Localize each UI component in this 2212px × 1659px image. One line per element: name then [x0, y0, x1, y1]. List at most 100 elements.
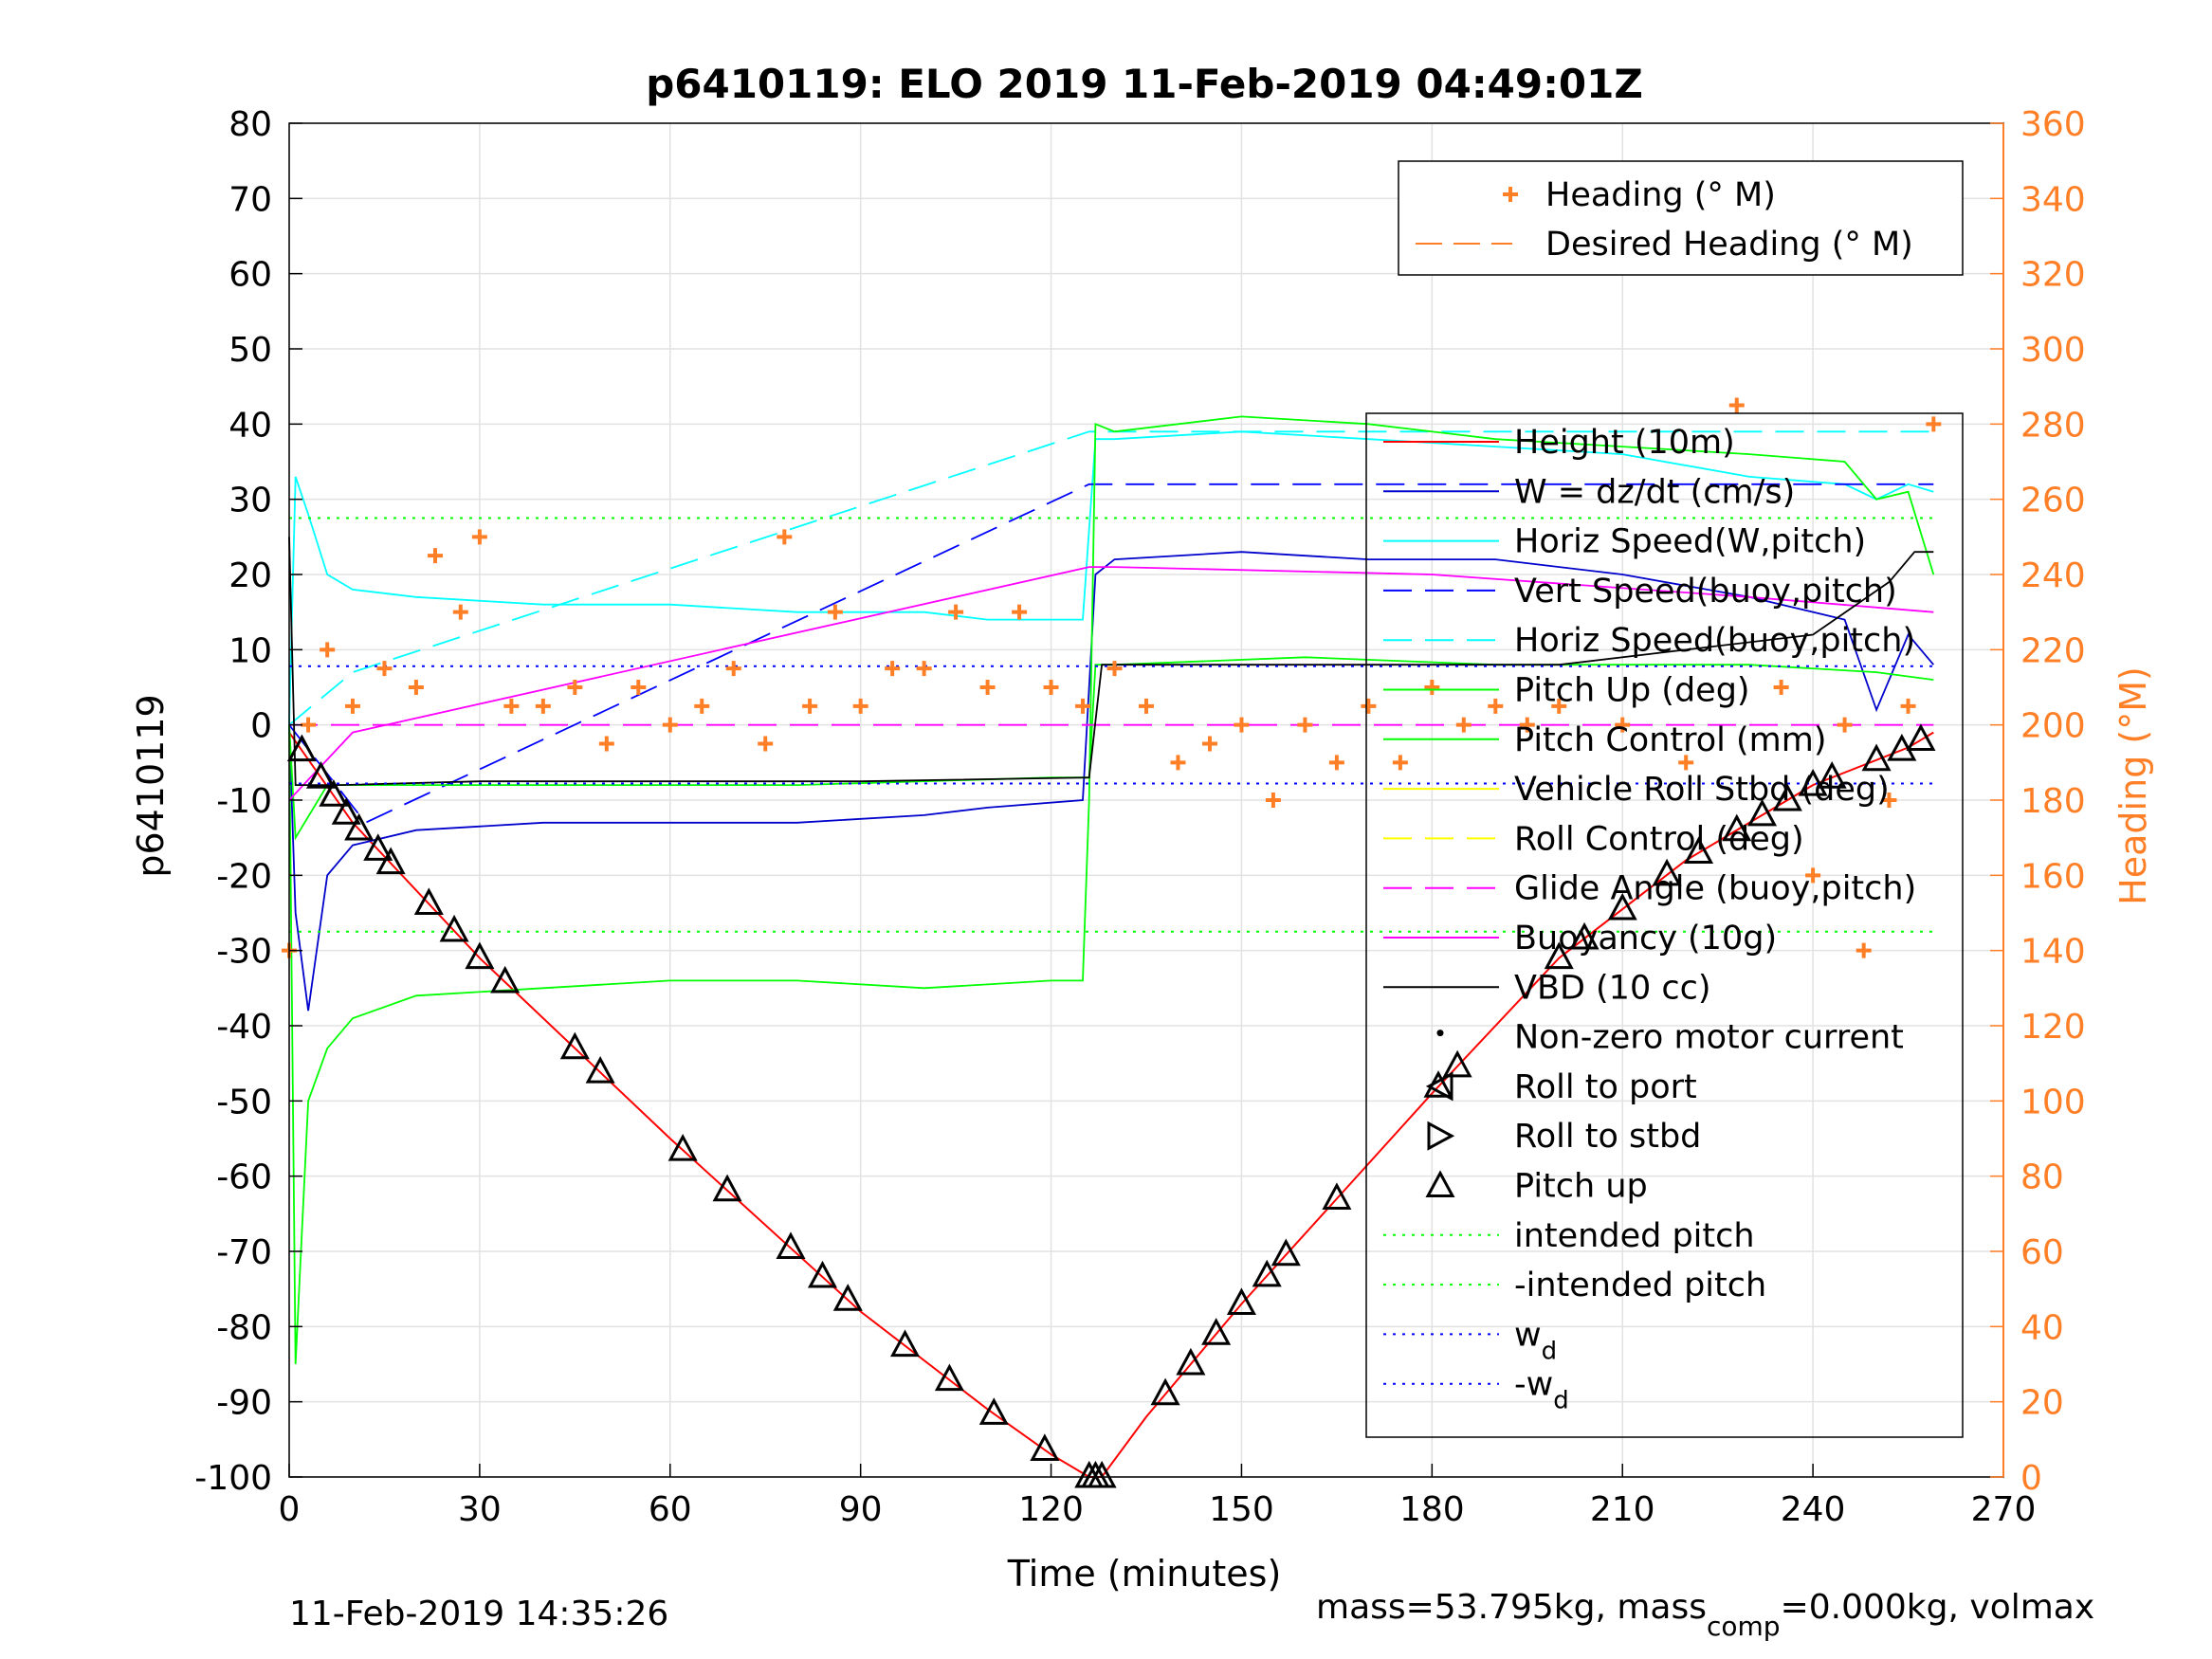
legend-main-label: Roll to stbd	[1514, 1118, 1701, 1156]
legend-top-label: Heading (° M)	[1545, 176, 1776, 214]
pitch-up-marker	[1684, 836, 1714, 865]
y2-tick-label: 140	[2020, 933, 2086, 972]
x-tick-label: 90	[839, 1490, 883, 1529]
x-tick-label: 180	[1399, 1490, 1465, 1529]
heading-point	[1075, 698, 1091, 714]
heading-point	[471, 529, 487, 545]
x-tick-label: 120	[1018, 1490, 1084, 1529]
legend-main-box	[1365, 412, 1964, 1438]
legend-main-label: -wd	[1514, 1366, 1569, 1415]
heading-point	[567, 680, 583, 695]
heading-point	[344, 698, 360, 714]
y2-tick-label: 160	[2020, 857, 2086, 896]
markers	[282, 397, 1942, 1488]
pitch-up-marker	[890, 1329, 921, 1358]
y2-tick-label: 20	[2020, 1384, 2064, 1423]
pitch-up-marker	[1798, 768, 1828, 796]
y-tick-label: -50	[216, 1083, 272, 1121]
heading-point	[1201, 736, 1217, 752]
heading-point	[1837, 717, 1853, 733]
y-tick-label: -90	[216, 1384, 272, 1423]
footer-mass-info: mass=53.795kg, masscomp=0.000kg, volmax	[1316, 1588, 2094, 1642]
heading-point	[802, 698, 818, 714]
y-tick-label: 50	[229, 331, 272, 370]
y-axis-label: p6410119	[130, 694, 172, 877]
series-line-1	[288, 551, 1934, 1012]
y-tick-label: -40	[216, 1008, 272, 1047]
heading-point	[428, 548, 444, 564]
pitch-up-marker	[934, 1363, 964, 1392]
heading-point	[916, 661, 932, 677]
pitch-up-marker	[1817, 761, 1847, 789]
y-tick-label: -20	[216, 857, 272, 896]
legend-main-label: W = dz/dt (cm/s)	[1514, 473, 1795, 511]
x-tick-label: 30	[458, 1490, 502, 1529]
pitch-up-marker	[1607, 892, 1637, 921]
legend-main-label: Horiz Speed(W,pitch)	[1514, 523, 1866, 561]
legend-main-label: -intended pitch	[1514, 1267, 1766, 1304]
heading-point	[1234, 717, 1250, 733]
heading-point	[885, 661, 901, 677]
pitch-up-marker	[667, 1134, 698, 1161]
heading-point	[1488, 698, 1504, 714]
y2-tick-label: 60	[2020, 1233, 2064, 1272]
y2-tick-label: 120	[2020, 1008, 2086, 1047]
pitch-up-marker	[585, 1056, 615, 1084]
heading-point	[1012, 604, 1028, 620]
footer-mass-part2: =0.000kg, volmax	[1781, 1588, 2095, 1627]
pitch-up-marker	[832, 1284, 863, 1311]
pitch-up-marker	[465, 941, 495, 970]
legend-main-label: Buoyancy (10g)	[1514, 920, 1777, 957]
y2-tick-label: 280	[2020, 406, 2086, 445]
pitch-up-marker	[712, 1174, 742, 1202]
y-tick-label: -80	[216, 1308, 272, 1347]
pitch-up-marker	[1772, 783, 1802, 811]
legend-main-label: Horiz Speed(buoy,pitch)	[1514, 622, 1915, 660]
legend-main-label: Height (10m)	[1514, 424, 1735, 462]
legend-main-label: intended pitch	[1514, 1217, 1755, 1255]
pitch-up-marker	[1569, 921, 1600, 950]
heading-point	[1615, 717, 1631, 733]
heading-point	[320, 642, 336, 658]
legend-main: Height (10m) W = dz/dt (cm/s) Horiz Speed(…	[1365, 412, 1964, 1438]
heading-point	[408, 680, 424, 695]
y-tick-label: 10	[229, 631, 272, 670]
legend-main-label: Glide Angle (buoy,pitch)	[1514, 870, 1916, 908]
footer-mass-sub: comp	[1707, 1611, 1781, 1642]
pitch-up-marker	[413, 887, 444, 915]
heading-point	[1106, 661, 1123, 677]
y2-tick-label: 0	[2020, 1459, 2042, 1498]
pitch-up-marker	[375, 847, 406, 875]
series-line-3	[288, 483, 1934, 824]
y-tick-label: 20	[229, 556, 272, 595]
heading-point	[1455, 717, 1472, 733]
heading-point	[1519, 717, 1535, 733]
pitch-up-marker	[1087, 1460, 1117, 1488]
x-tick-label: 270	[1971, 1490, 2037, 1529]
legend-pitch-up-swatch	[1425, 1170, 1455, 1197]
chart-title: p6410119: ELO 2019 11-Feb-2019 04:49:01Z	[646, 61, 1643, 107]
x-tick-label: 60	[649, 1490, 692, 1529]
x-tick-label: 150	[1209, 1490, 1274, 1529]
series-line-4	[288, 430, 1934, 726]
heading-point	[777, 529, 793, 545]
legend-top: Heading (° M) Desired Heading (° M)	[1398, 160, 1964, 276]
legend-roll-port-swatch	[1425, 1071, 1453, 1102]
legend-main-label: Vehicle Roll Stbd (deg)	[1514, 771, 1890, 809]
footer-mass-part1: mass=53.795kg, mass	[1316, 1588, 1707, 1627]
y2-tick-label: 260	[2020, 482, 2086, 520]
heading-point	[1678, 755, 1694, 771]
heading-point	[1328, 755, 1344, 771]
y-tick-label: 80	[229, 105, 272, 144]
legend-top-label: Desired Heading (° M)	[1545, 226, 1913, 264]
y2-tick-label: 180	[2020, 782, 2086, 821]
legend-top-box	[1398, 160, 1964, 276]
y2-tick-label: 240	[2020, 556, 2086, 595]
legend-heading-swatch	[1503, 187, 1518, 202]
heading-point	[852, 698, 868, 714]
y-tick-label: 0	[250, 707, 272, 746]
series-line-9	[288, 537, 1934, 786]
heading-point	[1043, 680, 1059, 695]
y2-tick-label: 80	[2020, 1158, 2064, 1197]
y2-tick-label: 360	[2020, 105, 2086, 144]
